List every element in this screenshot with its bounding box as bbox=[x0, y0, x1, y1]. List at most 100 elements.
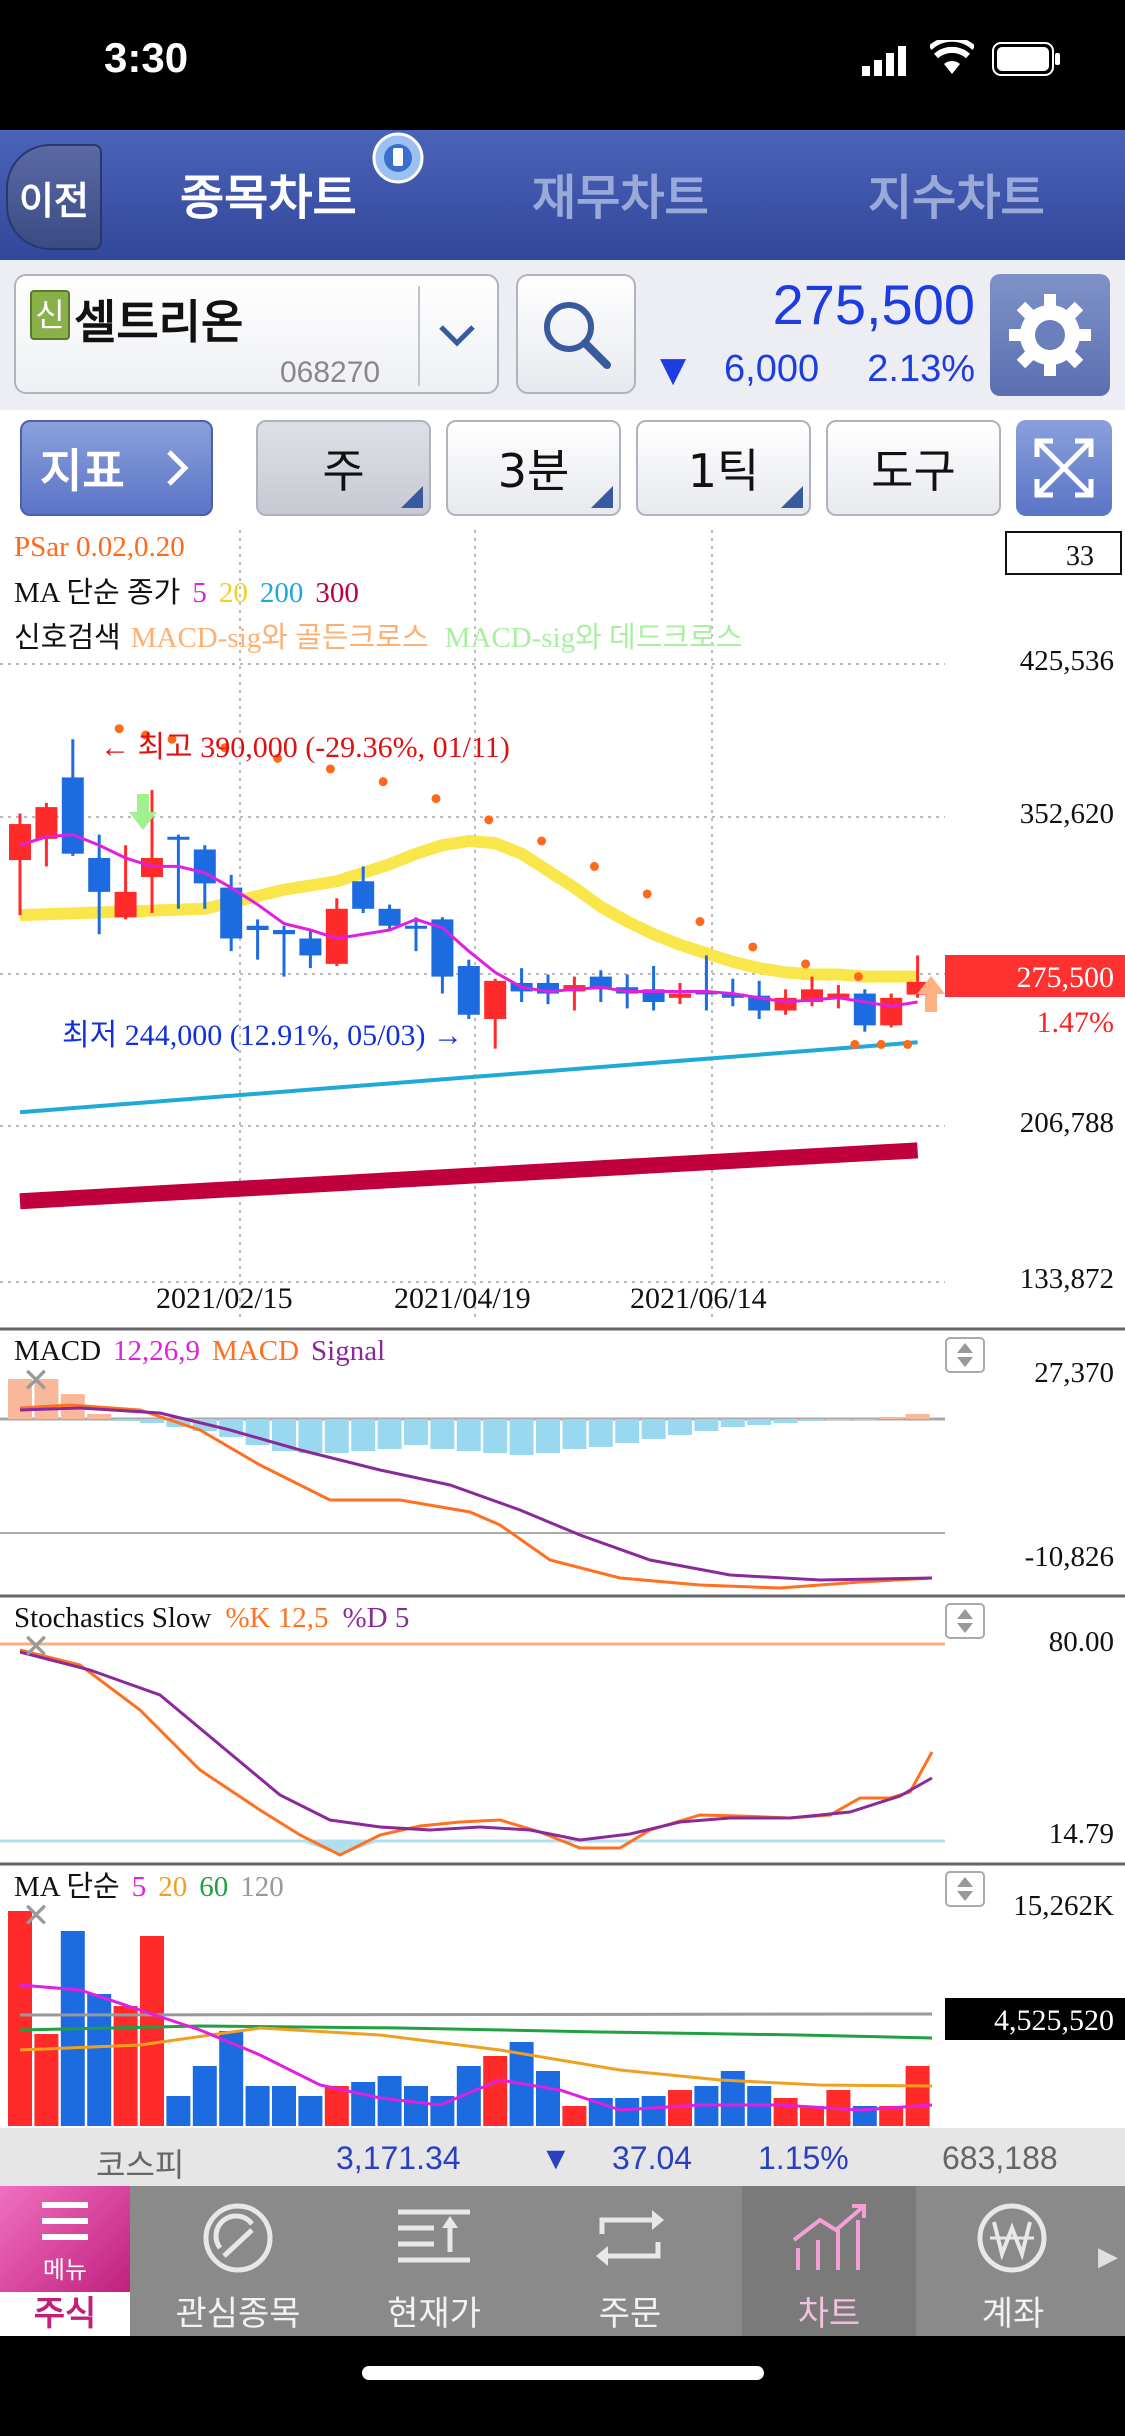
macd-hist-bar bbox=[641, 1419, 666, 1439]
vol-hi: 15,262K bbox=[1013, 1890, 1114, 1922]
macd-hist-bar bbox=[879, 1417, 904, 1419]
chart-area[interactable]: PSar 0.02,0.20 MA 단순 종가 5 20 200 300 신호검색 MAC… bbox=[0, 530, 1125, 2130]
home-indicator-area bbox=[0, 2336, 1125, 2436]
volume-bar bbox=[8, 1911, 32, 2126]
signal-golden: MACD-sig와 골든크로스 bbox=[131, 622, 429, 654]
tab-stock-chart[interactable]: 종목차트 bbox=[180, 170, 357, 226]
y-tick-3: 206,788 bbox=[1020, 1107, 1114, 1139]
stoch-close-icon[interactable]: ✕ bbox=[22, 1629, 51, 1666]
candle-body bbox=[61, 777, 84, 854]
macd-hist-bar bbox=[87, 1414, 112, 1419]
battery-icon bbox=[992, 42, 1060, 76]
stoch-resize-handle[interactable] bbox=[945, 1603, 985, 1639]
home-indicator[interactable] bbox=[362, 2366, 764, 2380]
candle-body bbox=[827, 993, 850, 998]
tab-watchlist[interactable]: 관심종목 bbox=[140, 2186, 336, 2336]
stoch-d-label: %D 5 bbox=[342, 1602, 409, 1634]
candle-body bbox=[537, 982, 559, 994]
psar-label: PSar 0.02,0.20 bbox=[14, 531, 185, 563]
vol-60-label: 60 bbox=[199, 1871, 228, 1903]
volume-bar bbox=[404, 2086, 428, 2126]
macd-hist-bar bbox=[456, 1419, 481, 1451]
menu-label: 메뉴 bbox=[42, 2256, 88, 2284]
tab-index-chart[interactable]: 지수차트 bbox=[868, 170, 1045, 226]
macd-hist-bar bbox=[800, 1419, 824, 1421]
vol-resize-handle[interactable] bbox=[945, 1871, 985, 1907]
stoch-hi: 80.00 bbox=[1049, 1626, 1114, 1658]
stock-dropdown-button[interactable] bbox=[418, 286, 494, 386]
macd-hist-bar bbox=[905, 1414, 930, 1419]
vol-close-icon[interactable]: ✕ bbox=[22, 1898, 51, 1935]
ma-200-label: 200 bbox=[260, 577, 304, 609]
volume-bar bbox=[351, 2082, 376, 2126]
tick-label: 1틱 bbox=[687, 444, 760, 498]
count-box-value: 33 bbox=[1066, 541, 1094, 572]
psar-dot bbox=[589, 861, 599, 871]
tools-button[interactable]: 도구 bbox=[826, 420, 1001, 516]
x-tick-2: 2021/04/19 bbox=[394, 1282, 531, 1315]
settings-button[interactable] bbox=[990, 274, 1110, 396]
golden-cross-arrow-icon bbox=[129, 794, 157, 830]
index-value: 3,171.34 bbox=[336, 2140, 461, 2176]
tab-stocks[interactable]: 주식 bbox=[0, 2292, 130, 2336]
chart-svg[interactable]: PSar 0.02,0.20 MA 단순 종가 5 20 200 300 신호검색 MAC… bbox=[0, 530, 1125, 2130]
down-arrow-icon: ▼ bbox=[540, 2140, 572, 2176]
price-change: 6,000 bbox=[724, 348, 820, 390]
tab-chart[interactable]: 차트 bbox=[742, 2186, 916, 2336]
indicator-button[interactable]: 지표 bbox=[20, 420, 213, 516]
tab-account[interactable]: 계좌 bbox=[928, 2186, 1098, 2336]
vol-tag-bg bbox=[945, 1998, 1125, 2040]
macd-hist-bar bbox=[562, 1419, 587, 1449]
volume-bar bbox=[773, 2098, 798, 2126]
macd-label-text: MACD bbox=[14, 1335, 101, 1367]
macd-hist-bar bbox=[377, 1419, 402, 1449]
fullscreen-button[interactable] bbox=[1016, 420, 1112, 516]
macd-hist-bar bbox=[852, 1419, 877, 1420]
vol-120-label: 120 bbox=[240, 1871, 284, 1903]
volume-bar bbox=[800, 2106, 824, 2126]
back-button[interactable]: 이전 bbox=[6, 144, 102, 250]
indicator-label: 지표 bbox=[40, 444, 125, 498]
psar-dot bbox=[537, 836, 547, 846]
macd-close-icon[interactable]: ✕ bbox=[22, 1363, 51, 1400]
macd-hist-bar bbox=[140, 1419, 164, 1423]
psar-dot bbox=[378, 777, 388, 787]
index-bar[interactable]: 코스피 3,171.34 ▼ 37.04 1.15% 683,188 bbox=[0, 2128, 1125, 2186]
stoch-d-line bbox=[19, 1650, 933, 1842]
vol-ma-120 bbox=[19, 2012, 933, 2017]
stoch-label-text: Stochastics Slow bbox=[14, 1602, 211, 1634]
macd-hist-bar bbox=[404, 1419, 428, 1445]
stoch-oversold-fill bbox=[300, 1841, 380, 1855]
search-button[interactable] bbox=[516, 274, 636, 394]
macd-hist-bar bbox=[588, 1419, 613, 1447]
macd-hist-bar bbox=[536, 1419, 560, 1453]
macd-hist-bar bbox=[298, 1419, 323, 1453]
volume-bar bbox=[298, 2096, 323, 2126]
stock-code: 068270 bbox=[280, 356, 381, 389]
psar-dot bbox=[325, 764, 335, 774]
macd-resize-handle[interactable] bbox=[945, 1337, 985, 1373]
candle-body bbox=[114, 891, 137, 918]
menu-button[interactable]: 메뉴 bbox=[0, 2186, 130, 2292]
vol-5-label: 5 bbox=[132, 1871, 147, 1903]
minute-button[interactable]: 3분 bbox=[446, 420, 621, 516]
stoch-k-line bbox=[19, 1648, 934, 1857]
volume-bar bbox=[562, 2106, 587, 2126]
tab-current-price[interactable]: 현재가 bbox=[336, 2186, 532, 2336]
volume-bar bbox=[879, 2106, 904, 2126]
vol-label: MA 단순 5 20 60 120 bbox=[14, 1870, 284, 1903]
price-tag-bg bbox=[945, 955, 1125, 997]
period-week-button[interactable]: 주 bbox=[256, 420, 431, 516]
ma-300-label: 300 bbox=[315, 577, 359, 609]
tab-order[interactable]: 주문 bbox=[532, 2186, 728, 2336]
candle-body bbox=[405, 925, 427, 929]
tab-financial-chart[interactable]: 재무차트 bbox=[532, 170, 709, 226]
y-tick-1: 425,536 bbox=[1020, 645, 1114, 677]
status-bar: 3:30 bbox=[0, 0, 1125, 130]
top-nav: 이전 종목차트 재무차트 지수차트 bbox=[0, 130, 1125, 260]
tick-button[interactable]: 1틱 bbox=[636, 420, 811, 516]
psar-dot bbox=[748, 942, 758, 952]
chevron-right-icon bbox=[167, 450, 189, 486]
price-tag: 275,500 bbox=[1017, 961, 1115, 994]
scroll-right-icon[interactable]: ▶ bbox=[1098, 2242, 1118, 2272]
